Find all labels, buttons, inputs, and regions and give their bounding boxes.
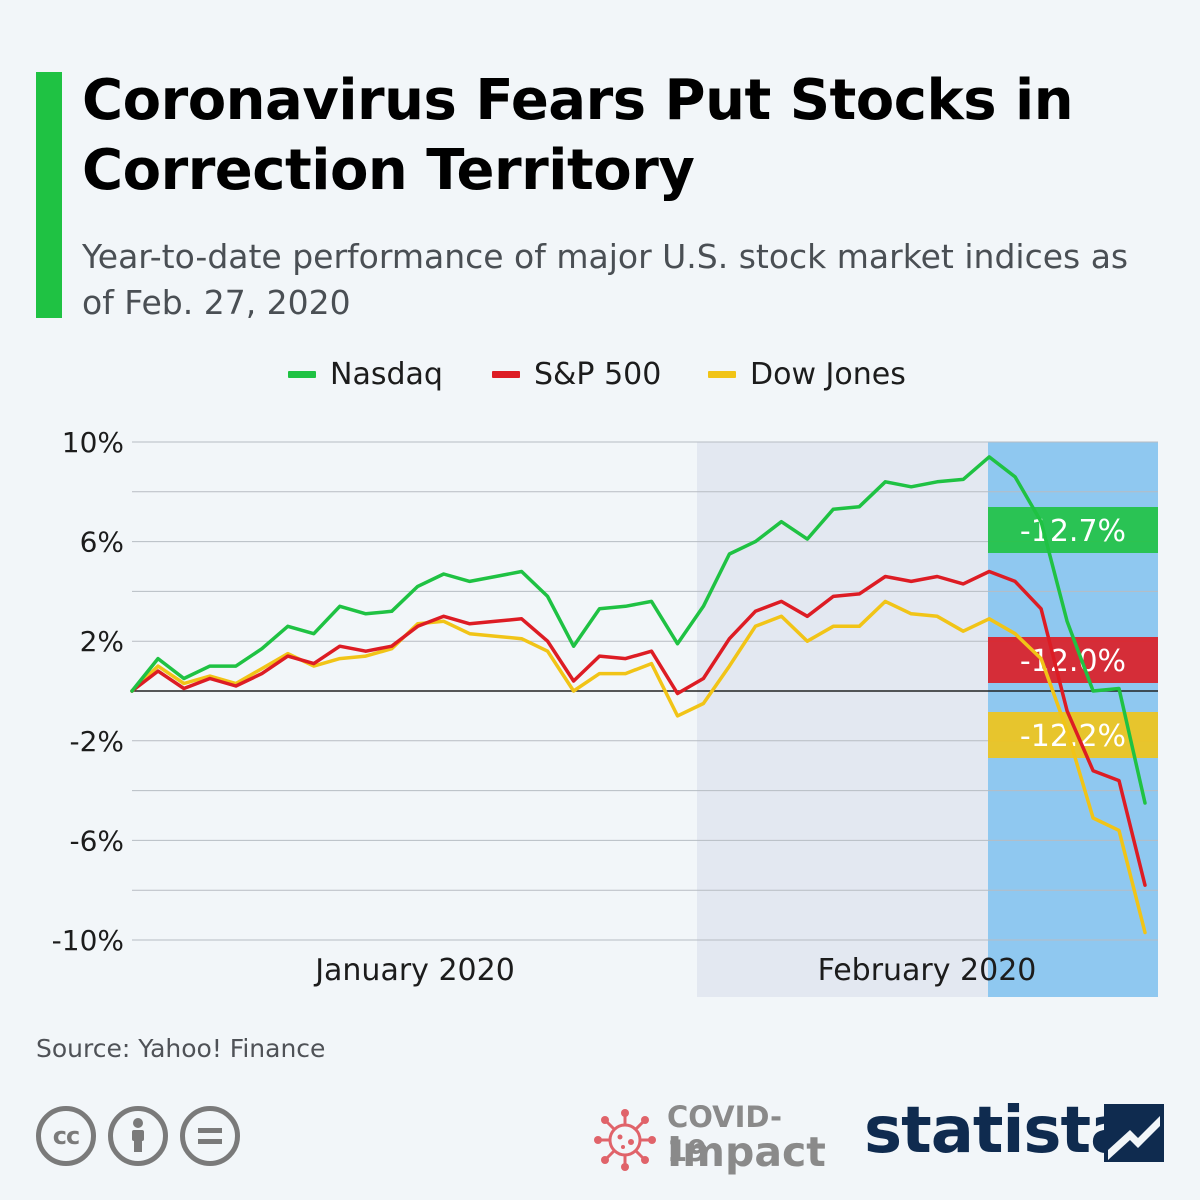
x-tick-label: January 2020 — [313, 953, 515, 988]
covid-label-bottom: Impact — [667, 1128, 826, 1176]
statista-wordmark: statista — [864, 1094, 1133, 1168]
title-accent-bar — [36, 72, 62, 318]
y-tick-label: 10% — [62, 426, 124, 459]
legend-label-sp500: S&P 500 — [534, 356, 662, 392]
statista-logo[interactable]: statista — [864, 1094, 1174, 1174]
chart-legend: Nasdaq S&P 500 Dow Jones — [0, 352, 1200, 396]
statista-logo-icon — [1104, 1104, 1164, 1162]
legend-swatch-nasdaq — [288, 370, 316, 378]
creative-commons-icon[interactable]: cc — [36, 1106, 96, 1166]
y-tick-label: 6% — [80, 526, 124, 559]
y-tick-label: -2% — [69, 725, 124, 758]
covid-impact-badge: COVID-19 Impact — [590, 1098, 826, 1178]
chart-subtitle: Year-to-date performance of major U.S. s… — [82, 237, 1129, 322]
annotation-label: -12.7% — [1020, 514, 1126, 549]
x-tick-label: February 2020 — [818, 953, 1037, 988]
legend-swatch-sp500 — [492, 370, 520, 378]
source-note: Source: Yahoo! Finance — [36, 1034, 326, 1063]
legend-item-sp500: S&P 500 — [492, 352, 661, 396]
y-tick-label: -6% — [69, 824, 124, 857]
series-line-nasdaq — [130, 455, 1147, 805]
no-derivatives-icon[interactable] — [180, 1106, 240, 1166]
annotation-band — [988, 637, 1158, 683]
legend-label-nasdaq: Nasdaq — [330, 356, 443, 392]
series-line-s-p-500 — [130, 569, 1147, 887]
annotation-label: -12.0% — [1020, 644, 1126, 679]
virus-icon — [594, 1109, 656, 1171]
legend-item-nasdaq: Nasdaq — [288, 352, 443, 396]
annotation-band — [988, 507, 1158, 553]
chart-title: Coronavirus Fears Put Stocks in Correcti… — [82, 68, 1074, 203]
legend-item-dow-jones: Dow Jones — [708, 352, 906, 396]
line-chart: 10% 6% 2% -2% -6% -10% January 2020 February 20… — [52, 426, 1158, 997]
y-tick-label: -10% — [52, 924, 124, 957]
y-tick-label: 2% — [80, 625, 124, 658]
attribution-icon[interactable] — [108, 1106, 168, 1166]
covid-label-top: COVID-19 — [667, 1100, 783, 1168]
legend-swatch-dow-jones — [708, 370, 736, 378]
legend-label-dow-jones: Dow Jones — [750, 356, 906, 392]
